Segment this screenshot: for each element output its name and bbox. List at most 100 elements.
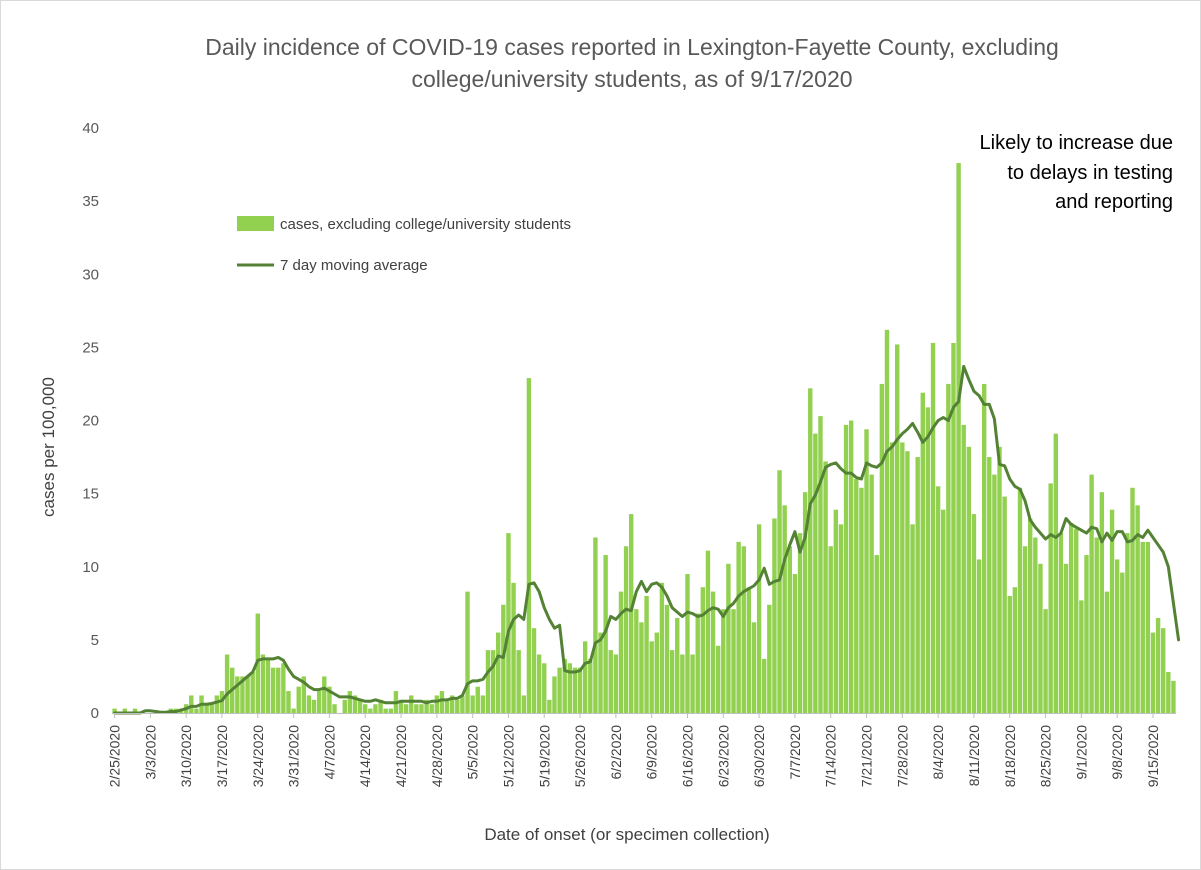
x-tick-label: 5/19/2020 <box>536 725 552 787</box>
case-bar <box>951 342 956 713</box>
case-bar <box>997 446 1002 713</box>
case-bar <box>577 667 583 713</box>
case-bar <box>363 704 368 713</box>
x-tick-label: 9/1/2020 <box>1073 725 1089 780</box>
x-tick-label: 9/8/2020 <box>1109 725 1125 780</box>
case-bar <box>352 695 358 713</box>
case-bar <box>552 676 557 713</box>
case-bar <box>787 546 792 713</box>
case-bar <box>721 609 726 713</box>
x-tick-label: 6/9/2020 <box>644 725 660 780</box>
case-bar <box>209 704 214 713</box>
x-tick-label: 3/17/2020 <box>214 725 230 787</box>
case-bar <box>373 704 378 713</box>
case-bar <box>843 424 849 713</box>
case-bar <box>634 609 639 713</box>
x-tick-label: 4/21/2020 <box>393 725 409 787</box>
case-bar <box>444 699 450 713</box>
case-bar <box>1161 628 1166 713</box>
case-bar <box>296 686 301 713</box>
y-tick-label: 35 <box>82 193 99 210</box>
y-tick-label: 0 <box>91 705 99 722</box>
case-bar <box>470 695 475 713</box>
case-bar <box>956 163 961 714</box>
case-bar <box>1012 587 1018 713</box>
case-bar <box>767 604 772 713</box>
case-bar <box>1099 492 1105 713</box>
x-tick-label: 3/3/2020 <box>142 725 158 780</box>
case-bar <box>685 574 690 713</box>
x-tick-label: 6/23/2020 <box>715 725 731 787</box>
legend: cases, excluding college/university stud… <box>237 216 571 274</box>
case-bar <box>736 541 741 713</box>
case-bars <box>112 163 1176 714</box>
y-tick-label: 40 <box>82 120 99 137</box>
case-bar <box>112 708 117 713</box>
case-bar <box>506 533 511 713</box>
chart-title-line-1: Daily incidence of COVID-19 cases report… <box>205 34 1059 60</box>
case-bar <box>496 632 501 713</box>
case-bar <box>301 676 307 713</box>
case-bar <box>1171 680 1176 713</box>
case-bar <box>900 442 905 713</box>
case-bar <box>680 654 685 713</box>
case-bar <box>485 650 491 713</box>
delay-note-line-3: and reporting <box>1055 191 1173 213</box>
case-bar <box>465 591 470 713</box>
x-tick-label: 3/10/2020 <box>178 725 194 787</box>
case-bar <box>915 457 920 713</box>
case-bar <box>598 632 603 713</box>
case-bar <box>715 645 721 713</box>
case-bar <box>1068 522 1074 713</box>
case-bar <box>189 695 194 713</box>
case-bar <box>869 474 874 713</box>
y-tick-label: 5 <box>91 632 99 649</box>
case-bar <box>802 492 808 713</box>
case-bar <box>1007 596 1012 713</box>
case-bar <box>1104 591 1110 713</box>
case-bar <box>1022 546 1028 713</box>
case-bar <box>122 708 127 713</box>
y-tick-label: 30 <box>82 266 99 283</box>
case-bar <box>1114 559 1120 713</box>
case-bar <box>746 587 752 713</box>
case-bar <box>562 658 567 713</box>
case-bar <box>695 613 700 713</box>
case-bar <box>992 474 997 713</box>
case-bar <box>1079 600 1084 713</box>
case-bar <box>1053 433 1058 713</box>
case-bar <box>439 691 445 713</box>
case-bar <box>976 559 982 713</box>
x-tick-label: 5/26/2020 <box>572 725 588 787</box>
y-tick-label: 10 <box>82 559 99 576</box>
moving-average-series <box>113 364 1181 715</box>
case-bar <box>1038 563 1043 713</box>
x-tick-label: 3/31/2020 <box>286 725 302 787</box>
case-bar <box>1002 496 1007 713</box>
x-tick-label: 4/7/2020 <box>321 725 337 780</box>
case-bar <box>629 514 634 713</box>
case-bar <box>961 424 966 713</box>
case-bar <box>838 524 844 713</box>
case-bar <box>224 654 230 713</box>
case-bar <box>705 550 711 713</box>
case-bar <box>490 650 496 713</box>
x-tick-label: 8/4/2020 <box>930 725 946 780</box>
x-tick-label: 5/12/2020 <box>500 725 516 787</box>
case-bar <box>419 704 424 713</box>
case-bar <box>322 676 327 713</box>
case-bar <box>741 546 746 713</box>
case-bar <box>1084 555 1089 713</box>
x-tick-label: 9/15/2020 <box>1145 725 1161 787</box>
case-bar <box>582 641 588 713</box>
case-bar <box>895 344 900 713</box>
case-bar <box>475 686 480 713</box>
case-bar <box>357 699 363 713</box>
case-bar <box>516 650 521 713</box>
case-bar <box>511 582 516 713</box>
case-bar <box>347 691 353 713</box>
case-bar <box>935 486 941 713</box>
case-bar <box>608 650 613 713</box>
case-bar <box>1150 632 1156 713</box>
